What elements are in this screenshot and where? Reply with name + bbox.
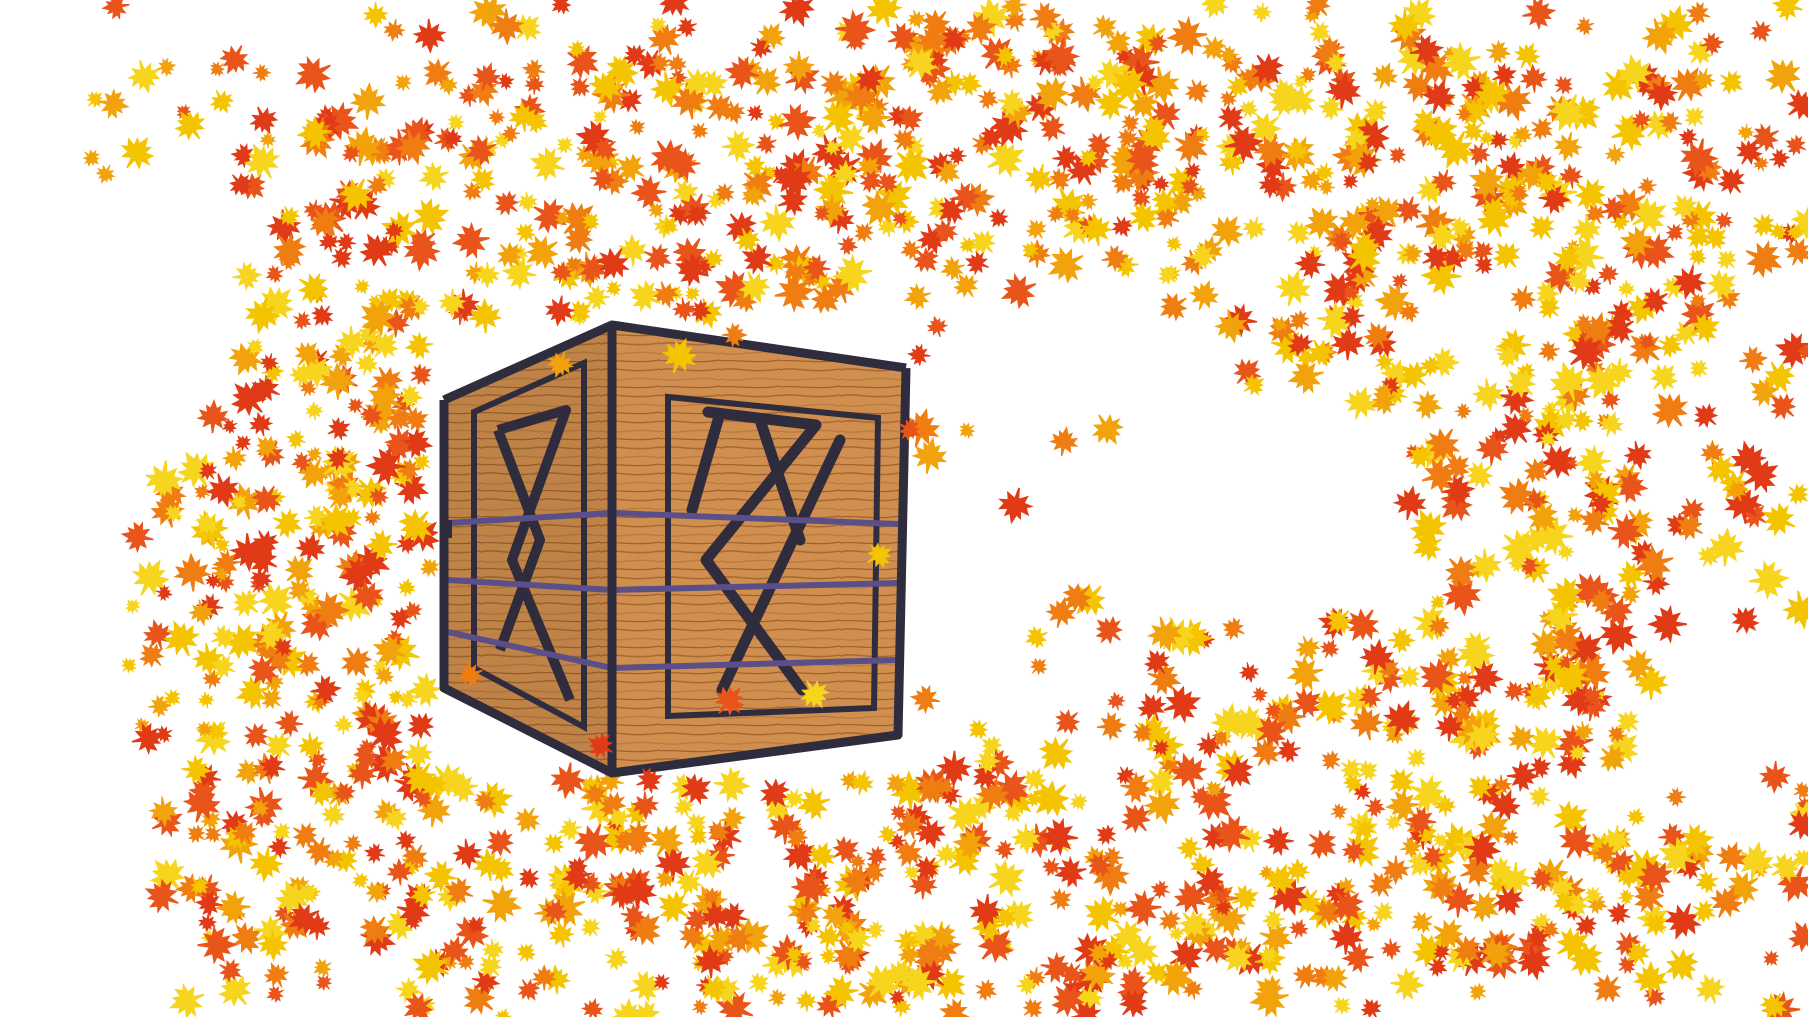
crate-right-brace bbox=[686, 406, 846, 696]
crate-corner-block bbox=[440, 520, 452, 538]
crate-frame bbox=[439, 320, 911, 778]
crate-left-brace bbox=[493, 405, 575, 702]
wooden-crate[interactable] bbox=[439, 320, 911, 778]
crate-right-panel bbox=[665, 393, 882, 720]
